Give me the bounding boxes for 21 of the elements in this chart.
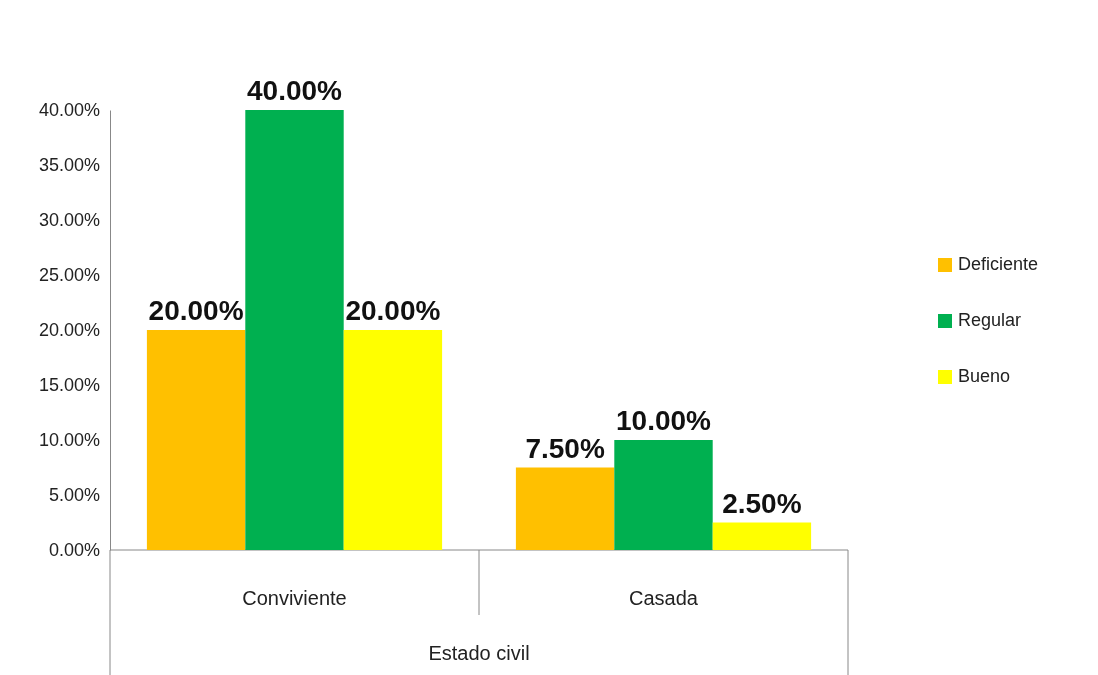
legend-label: Bueno xyxy=(958,366,1011,386)
y-tick-label: 10.00% xyxy=(38,430,100,451)
x-tick-label: Conviviente xyxy=(242,587,347,609)
x-tick-label: Casada xyxy=(629,587,699,609)
y-tick-label: 30.00% xyxy=(38,210,100,231)
data-label: 40.00% xyxy=(247,75,343,106)
data-label: 7.50% xyxy=(525,432,605,464)
legend-label: Deficiente xyxy=(958,254,1039,274)
legend-label: Regular xyxy=(958,310,1022,330)
data-label: 10.00% xyxy=(616,405,712,436)
y-tick-label: 5.00% xyxy=(48,485,100,506)
y-tick-label: 40.00% xyxy=(38,100,100,121)
data-label: 2.50% xyxy=(722,487,802,519)
data-label: 20.00% xyxy=(148,295,244,326)
data-label: 20.00% xyxy=(345,295,441,326)
y-tick-label: 35.00% xyxy=(38,155,100,176)
y-tick-label: 0.00% xyxy=(48,540,100,561)
y-tick-label: 20.00% xyxy=(38,320,100,341)
x-axis-title: Estado civil xyxy=(428,642,530,664)
y-tick-label: 15.00% xyxy=(38,375,100,396)
y-tick-label: 25.00% xyxy=(38,265,100,286)
